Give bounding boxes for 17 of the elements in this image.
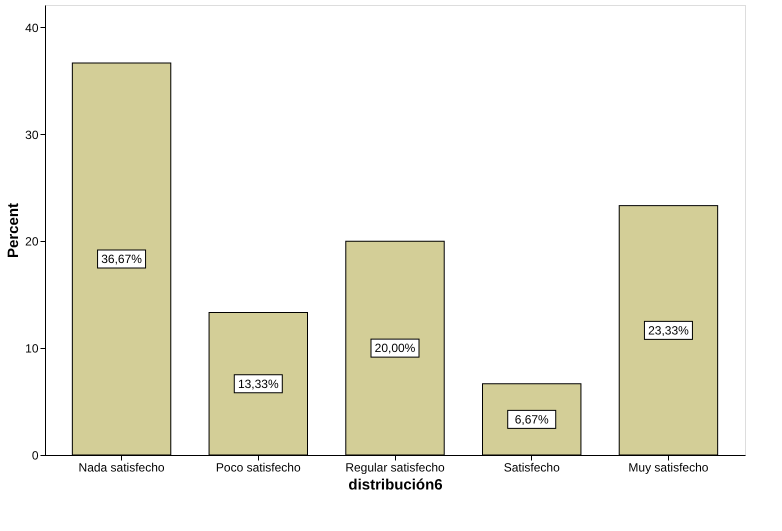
y-tick-label: 40 — [25, 20, 39, 35]
y-tick-label: 20 — [25, 234, 39, 249]
x-tick-label: Poco satisfecho — [216, 460, 301, 474]
y-tick-label: 30 — [25, 128, 39, 142]
x-tick-label: Satisfecho — [504, 460, 560, 474]
x-axis-title: distribución6 — [348, 476, 443, 494]
data-label: 13,33% — [238, 376, 279, 391]
data-label: 23,33% — [648, 323, 690, 338]
y-axis-title: Percent — [5, 202, 22, 258]
y-tick-label: 0 — [32, 448, 39, 462]
data-label: 6,67% — [514, 412, 550, 426]
y-tick-label: 10 — [25, 342, 39, 356]
x-tick-label: Nada satisfecho — [78, 460, 165, 474]
x-tick-label: Regular satisfecho — [345, 460, 446, 474]
data-label: 20,00% — [374, 341, 416, 356]
data-label: 36,67% — [101, 252, 142, 266]
x-tick-label: Muy satisfecho — [628, 460, 709, 474]
